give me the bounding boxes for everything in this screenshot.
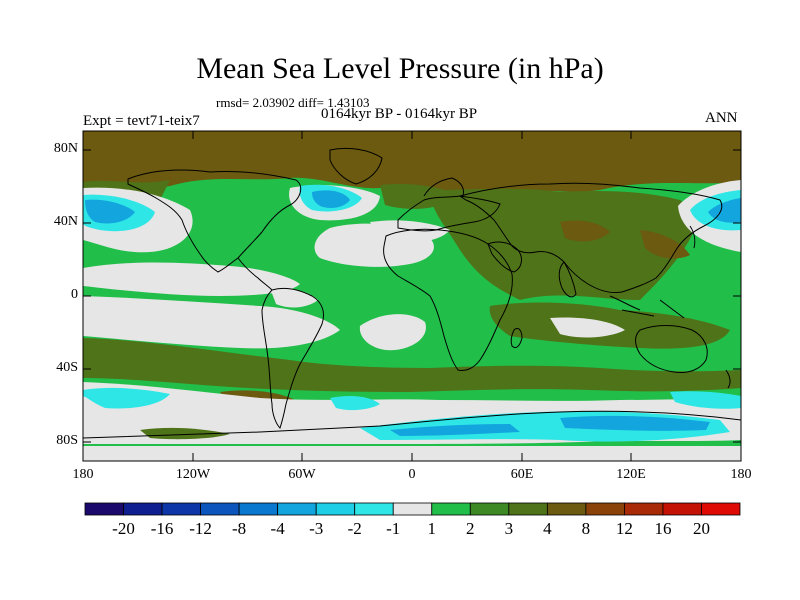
colorbar-swatch bbox=[84, 502, 124, 516]
colorbar-swatch bbox=[315, 502, 356, 516]
colorbar-swatch bbox=[277, 502, 317, 516]
field-ant-blue-2 bbox=[560, 415, 710, 431]
field-asia-neutral bbox=[370, 220, 450, 243]
stats-text: rmsd= 2.03902 diff= 1.43103 bbox=[216, 95, 370, 110]
colorbar-swatch bbox=[546, 502, 587, 516]
colorbar-level-label: 12 bbox=[615, 519, 633, 538]
colorbar-swatch bbox=[508, 502, 548, 516]
colorbar-level-label: 8 bbox=[581, 519, 591, 538]
lon-label-60e: 60E bbox=[510, 467, 534, 482]
colorbar-swatch bbox=[392, 502, 433, 516]
colorbar-swatch bbox=[354, 502, 394, 516]
period-text: 0164kyr BP - 0164kyr BP bbox=[321, 106, 478, 122]
season-label: ANN bbox=[705, 110, 738, 126]
field-indian-neutral bbox=[550, 317, 625, 338]
colorbar-swatch bbox=[200, 502, 240, 516]
lat-label-40n: 40N bbox=[53, 214, 78, 229]
colorbar-level-label: -12 bbox=[189, 519, 212, 538]
field-npac-blue-left bbox=[85, 199, 135, 224]
lon-label-120w: 120W bbox=[175, 467, 211, 482]
colorbar-level-label: 2 bbox=[466, 519, 475, 538]
field-asia-brown bbox=[560, 220, 610, 242]
colorbar-level-label: 20 bbox=[692, 519, 710, 538]
field-asia-brown-2 bbox=[640, 230, 690, 259]
colorbar-level-label: -2 bbox=[347, 519, 362, 538]
colorbar-level-label: 4 bbox=[543, 519, 552, 538]
tick-marks bbox=[83, 131, 741, 461]
colorbar-level-label: -8 bbox=[232, 519, 247, 538]
colorbar-swatch bbox=[431, 502, 471, 516]
colorbar-level-label: -16 bbox=[150, 519, 174, 538]
colorbar-swatch bbox=[161, 502, 201, 516]
field-south-olive bbox=[83, 338, 741, 392]
field-ant-blue bbox=[390, 424, 520, 436]
colorbar-swatch bbox=[662, 502, 702, 516]
field-atlantic-olive bbox=[380, 184, 460, 209]
colorbar-swatch bbox=[123, 502, 163, 516]
lat-label-0: 0 bbox=[71, 287, 78, 302]
colorbar-level-label: 3 bbox=[504, 519, 514, 538]
colorbar-level-label: -4 bbox=[270, 519, 285, 538]
field-arctic-high bbox=[83, 131, 741, 197]
colorbar-swatch bbox=[701, 502, 741, 516]
lat-label-40s: 40S bbox=[56, 360, 78, 375]
lon-label-0: 0 bbox=[408, 467, 416, 482]
colorbar-level-label: -3 bbox=[309, 519, 324, 538]
lon-label-180w: 180 bbox=[72, 467, 94, 482]
field-ant-olive-sliver bbox=[140, 427, 230, 440]
field-asia-olive bbox=[430, 188, 700, 300]
field-spac-neutral-a bbox=[270, 287, 318, 308]
field-tpac-neutral-2 bbox=[83, 296, 340, 349]
field-natl-blue bbox=[312, 190, 350, 208]
colorbar-swatch bbox=[469, 502, 510, 516]
lon-label-60w: 60W bbox=[288, 467, 316, 482]
experiment-label: Expt = tevt71-teix7 bbox=[83, 113, 200, 129]
colorbar-swatch bbox=[624, 502, 664, 516]
lat-label-80s: 80S bbox=[56, 433, 78, 448]
colorbar-level-label: 1 bbox=[427, 519, 437, 538]
field-s-cyan-2 bbox=[330, 396, 380, 411]
colorbar-level-label: -1 bbox=[386, 519, 401, 538]
colorbar-level-label: 16 bbox=[654, 519, 672, 538]
field-s-cyan-1 bbox=[83, 387, 170, 409]
colorbar-swatch bbox=[238, 502, 279, 516]
field-tpac-neutral bbox=[83, 262, 300, 296]
colorbar-level-label: -20 bbox=[112, 519, 135, 538]
map-title: Mean Sea Level Pressure (in hPa) bbox=[196, 52, 604, 85]
lon-label-120e: 120E bbox=[616, 467, 646, 482]
colorbar-swatch bbox=[585, 502, 625, 516]
field-satl-neutral bbox=[359, 314, 426, 351]
lat-label-80n: 80N bbox=[53, 141, 78, 156]
coastlines bbox=[83, 147, 741, 439]
field-npac-blue-right bbox=[708, 198, 741, 223]
field-s-cyan-3 bbox=[670, 391, 741, 409]
lon-label-180e: 180 bbox=[730, 467, 752, 482]
